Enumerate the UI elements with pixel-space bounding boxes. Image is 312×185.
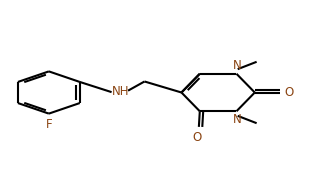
Text: O: O (193, 131, 202, 144)
Text: F: F (46, 118, 52, 131)
Text: NH: NH (111, 85, 129, 98)
Text: N: N (233, 58, 241, 72)
Text: O: O (284, 86, 293, 99)
Text: N: N (233, 113, 241, 127)
